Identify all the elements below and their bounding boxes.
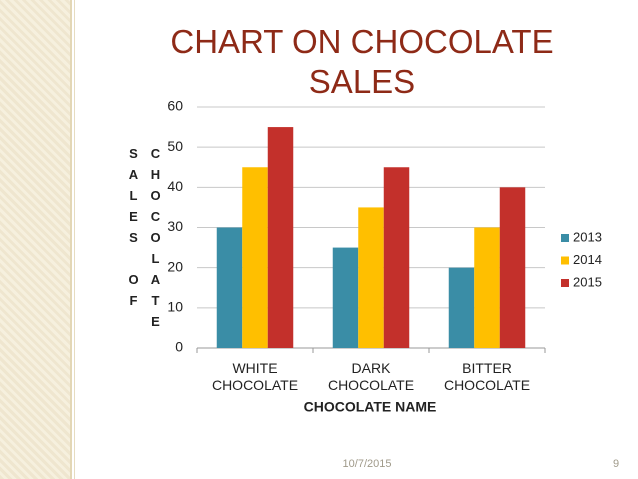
legend-label: 2015: [573, 274, 602, 289]
bar: [216, 227, 243, 348]
y-axis-label: SALES OF CHOCOLATE: [126, 146, 163, 335]
legend-swatch: [561, 279, 569, 287]
bar: [358, 207, 384, 348]
bar: [499, 187, 526, 348]
y-tick-label: 10: [167, 299, 183, 315]
footer-date: 10/7/2015: [343, 458, 392, 470]
x-tick-label: DARK CHOCOLATE: [327, 360, 415, 393]
y-tick-label: 20: [167, 258, 183, 274]
y-tick-label: 40: [167, 178, 183, 194]
bar: [242, 167, 268, 348]
legend-label: 2014: [573, 252, 602, 267]
bar: [448, 267, 475, 348]
x-axis-label: CHOCOLATE NAME: [304, 399, 437, 415]
bar: [267, 127, 294, 348]
x-tick-label: WHITE CHOCOLATE: [211, 360, 299, 393]
legend-swatch: [561, 256, 569, 265]
y-tick-label: 30: [167, 218, 183, 234]
decor-line: [74, 0, 75, 479]
y-tick-label: 60: [167, 98, 183, 114]
decor-strip: [0, 0, 72, 479]
bar: [332, 247, 359, 348]
bar: [474, 227, 500, 348]
y-tick-label: 0: [175, 339, 183, 355]
bar: [383, 167, 410, 348]
y-tick-label: 50: [167, 138, 183, 154]
legend-swatch: [561, 234, 569, 242]
legend-label: 2013: [573, 229, 602, 244]
chart-title: CHART ON CHOCOLATE SALES: [170, 23, 554, 100]
page-number: 9: [613, 458, 619, 470]
x-tick-label: BITTER CHOCOLATE: [443, 360, 531, 393]
